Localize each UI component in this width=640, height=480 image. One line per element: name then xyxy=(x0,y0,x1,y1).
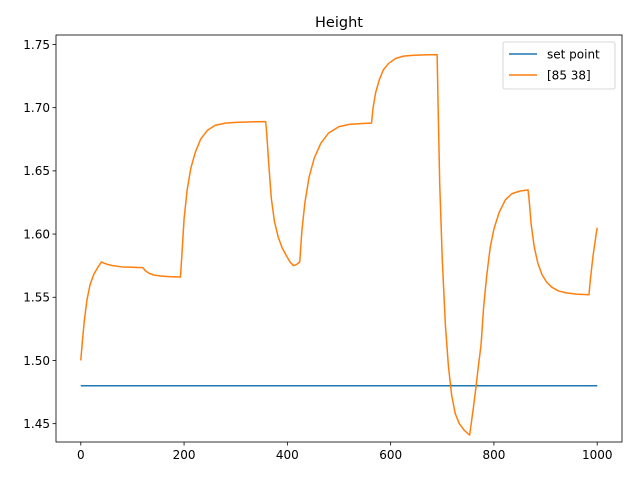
y-axis: 1.45 1.50 1.55 1.60 1.65 1.70 1.75 xyxy=(23,38,56,431)
series-layer xyxy=(80,53,598,436)
x-tick-label: 600 xyxy=(379,448,402,462)
x-tick-label: 200 xyxy=(173,448,196,462)
legend-label: set point xyxy=(547,47,600,61)
y-tick-label: 1.45 xyxy=(23,417,50,431)
plot-area xyxy=(55,34,623,443)
x-tick-label: 1000 xyxy=(582,448,613,462)
chart-title: Height xyxy=(315,15,363,31)
series-line-response xyxy=(80,53,598,436)
legend-label: [85 38] xyxy=(547,68,591,82)
x-tick-label: 0 xyxy=(77,448,85,462)
y-tick-label: 1.55 xyxy=(23,291,50,305)
x-axis: 0 200 400 600 800 1000 xyxy=(77,442,613,462)
y-tick-label: 1.60 xyxy=(23,227,50,241)
y-tick-label: 1.75 xyxy=(23,38,50,52)
x-tick-label: 400 xyxy=(276,448,299,462)
y-tick-label: 1.50 xyxy=(23,354,50,368)
legend: set point [85 38] xyxy=(502,41,616,90)
y-tick-label: 1.70 xyxy=(23,101,50,115)
y-tick-label: 1.65 xyxy=(23,164,50,178)
x-tick-label: 800 xyxy=(482,448,505,462)
